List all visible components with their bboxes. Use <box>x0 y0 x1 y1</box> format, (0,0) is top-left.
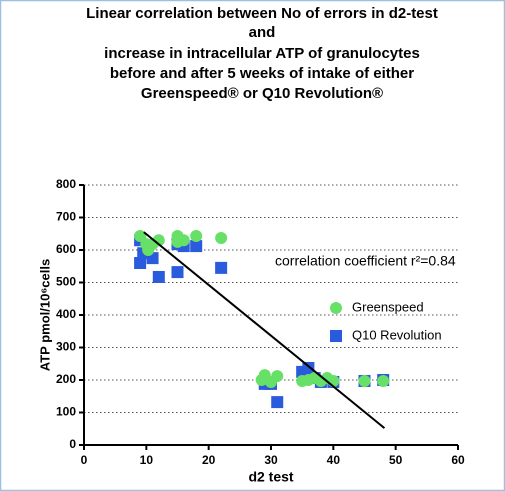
point <box>215 261 228 274</box>
y-tick-label: 200 <box>56 372 76 386</box>
point <box>215 231 228 244</box>
point <box>190 230 203 243</box>
x-tick-label: 50 <box>389 453 403 467</box>
chart-title: Greenspeed® or Q10 Revolution® <box>141 85 383 102</box>
legend-label: Greenspeed <box>352 299 424 314</box>
chart-title: and <box>249 24 276 41</box>
y-tick-label: 100 <box>56 405 76 419</box>
point <box>190 240 203 253</box>
annotation: correlation coefficient r²=0.84 <box>275 253 456 269</box>
point <box>358 374 371 387</box>
legend-marker <box>330 330 342 342</box>
legend-label: Q10 Revolution <box>352 327 442 342</box>
trend-line <box>143 231 386 429</box>
point <box>271 396 284 409</box>
x-tick-label: 10 <box>140 453 154 467</box>
y-tick-label: 0 <box>69 437 76 451</box>
x-tick-label: 40 <box>327 453 341 467</box>
point <box>152 270 165 283</box>
x-tick-label: 30 <box>264 453 278 467</box>
point <box>177 234 190 247</box>
x-tick-label: 0 <box>81 453 88 467</box>
point <box>327 374 340 387</box>
point <box>134 230 147 243</box>
x-axis-title: d2 test <box>248 469 293 485</box>
chart-title: Linear correlation between No of errors … <box>86 5 438 22</box>
x-tick-label: 60 <box>451 453 465 467</box>
legend-marker <box>330 302 342 314</box>
y-tick-label: 400 <box>56 307 76 321</box>
point <box>134 257 147 269</box>
point <box>152 234 165 247</box>
chart-title: increase in intracellular ATP of granulo… <box>104 45 420 62</box>
y-axis-title: ATP pmol/10⁶cells <box>37 259 52 371</box>
y-tick-label: 500 <box>56 275 76 289</box>
point <box>377 374 390 387</box>
y-tick-label: 700 <box>56 210 76 224</box>
y-tick-label: 800 <box>56 177 76 191</box>
y-tick-label: 300 <box>56 340 76 354</box>
point <box>271 370 284 383</box>
y-tick-label: 600 <box>56 242 76 256</box>
point <box>171 266 184 279</box>
x-tick-label: 20 <box>202 453 216 467</box>
chart-title: before and after 5 weeks of intake of ei… <box>110 65 414 82</box>
